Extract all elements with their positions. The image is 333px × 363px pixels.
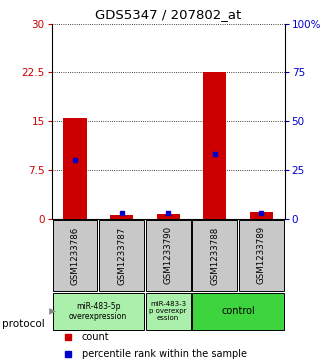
- Bar: [239, 220, 284, 291]
- Text: percentile rank within the sample: percentile rank within the sample: [82, 348, 247, 359]
- Bar: [192, 220, 237, 291]
- Text: protocol: protocol: [2, 319, 44, 329]
- Text: count: count: [82, 333, 110, 342]
- Title: GDS5347 / 207802_at: GDS5347 / 207802_at: [95, 8, 241, 21]
- Text: GSM1233789: GSM1233789: [257, 227, 266, 285]
- Bar: [146, 220, 190, 291]
- Bar: [203, 72, 226, 219]
- Text: GSM1233790: GSM1233790: [164, 227, 173, 285]
- Bar: [146, 293, 190, 330]
- Text: GSM1233786: GSM1233786: [70, 226, 80, 285]
- Bar: [53, 293, 144, 330]
- Bar: [110, 215, 133, 219]
- Text: miR-483-3
p overexpr
ession: miR-483-3 p overexpr ession: [150, 301, 187, 321]
- Text: miR-483-5p
overexpression: miR-483-5p overexpression: [69, 302, 127, 321]
- Bar: [63, 118, 87, 219]
- Bar: [157, 213, 180, 219]
- Bar: [192, 293, 284, 330]
- Bar: [99, 220, 144, 291]
- Bar: [250, 212, 273, 219]
- Text: GSM1233788: GSM1233788: [210, 226, 219, 285]
- Text: control: control: [221, 306, 255, 317]
- Bar: [53, 220, 97, 291]
- Text: GSM1233787: GSM1233787: [117, 226, 126, 285]
